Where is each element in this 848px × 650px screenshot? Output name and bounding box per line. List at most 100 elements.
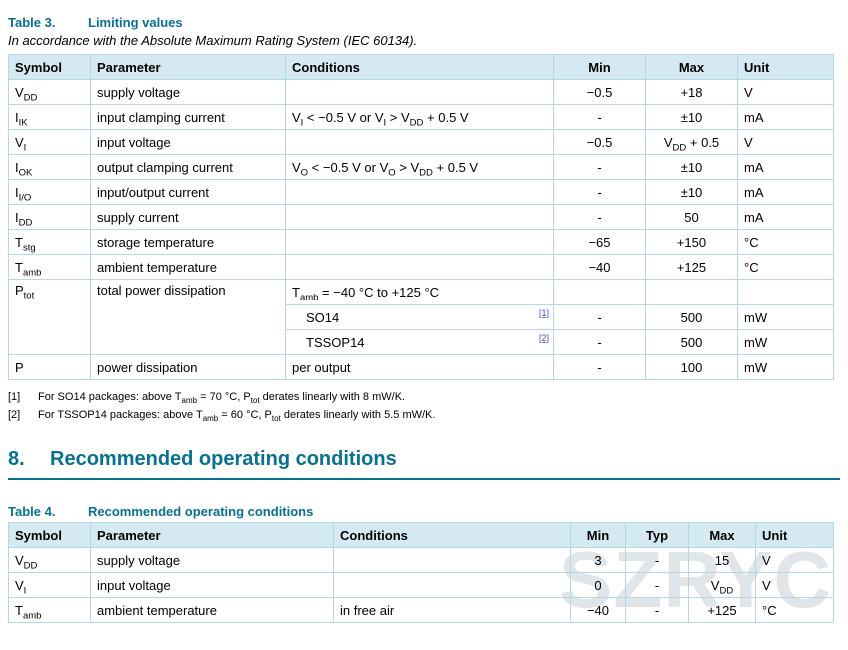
col-header-parameter: Parameter <box>90 54 286 80</box>
max-cell <box>645 279 738 305</box>
min-cell: - <box>553 104 646 130</box>
table3-header-row: Symbol Parameter Conditions Min Max Unit <box>8 54 834 80</box>
table-row: Tamb ambient temperature −40 +125 °C <box>8 254 834 280</box>
conditions-cell: VO < −0.5 V or VO > VDD + 0.5 V <box>285 154 554 180</box>
col-header-symbol: Symbol <box>8 522 91 548</box>
parameter-cell: storage temperature <box>90 229 286 255</box>
conditions-cell: SO14 [1] <box>285 304 554 330</box>
table-row-ptot: Ptot total power dissipation Tamb = −40 … <box>8 279 834 355</box>
max-cell: VDD + 0.5 <box>645 129 738 155</box>
unit-cell: mW <box>737 304 834 330</box>
conditions-cell <box>285 204 554 230</box>
symbol-cell: IIK <box>8 104 91 130</box>
footnote-text: For SO14 packages: above Tamb = 70 °C, P… <box>38 391 406 406</box>
table-row: VI input voltage 0 - VDD V <box>8 572 834 598</box>
unit-cell: V <box>737 79 834 105</box>
unit-cell: mW <box>737 354 834 380</box>
unit-cell: mA <box>737 154 834 180</box>
table4-title: Recommended operating conditions <box>88 504 314 519</box>
footnote-marker: [1] <box>8 391 21 403</box>
table4-caption: Table 4. Recommended operating condition… <box>8 504 841 519</box>
parameter-cell: power dissipation <box>90 354 286 380</box>
min-cell: −0.5 <box>553 129 646 155</box>
condition-text: SO14 <box>306 309 340 325</box>
col-header-unit: Unit <box>755 522 834 548</box>
col-header-conditions: Conditions <box>285 54 554 80</box>
col-header-max: Max <box>688 522 756 548</box>
symbol-cell: VDD <box>8 547 91 573</box>
table4-wrapper: Symbol Parameter Conditions Min Typ Max … <box>8 522 841 623</box>
col-header-max: Max <box>645 54 738 80</box>
table-row: Tamb ambient temperature in free air −40… <box>8 597 834 623</box>
table-row: VI input voltage −0.5 VDD + 0.5 V <box>8 129 834 155</box>
max-cell: ±10 <box>645 104 738 130</box>
conditions-cell <box>285 229 554 255</box>
max-cell: ±10 <box>645 154 738 180</box>
table-row: IOK output clamping current VO < −0.5 V … <box>8 154 834 180</box>
footnote-ref-link[interactable]: [1] <box>538 308 549 318</box>
limiting-values-table: Symbol Parameter Conditions Min Max Unit… <box>8 54 834 380</box>
min-cell: −0.5 <box>553 79 646 105</box>
min-cell: - <box>553 154 646 180</box>
conditions-cell: VI < −0.5 V or VI > VDD + 0.5 V <box>285 104 554 130</box>
table-row: IDD supply current - 50 mA <box>8 204 834 230</box>
min-cell: 0 <box>570 572 626 598</box>
min-cell: 3 <box>570 547 626 573</box>
footnote: [2] For TSSOP14 packages: above Tamb = 6… <box>8 409 841 424</box>
conditions-cell <box>333 572 571 598</box>
max-cell: +125 <box>688 597 756 623</box>
min-cell: −65 <box>553 229 646 255</box>
symbol-cell: P <box>8 354 91 380</box>
conditions-cell: Tamb = −40 °C to +125 °C <box>285 279 554 305</box>
symbol-cell: Tamb <box>8 597 91 623</box>
symbol-cell: II/O <box>8 179 91 205</box>
conditions-cell <box>285 179 554 205</box>
unit-cell: mA <box>737 204 834 230</box>
min-cell: - <box>553 329 646 355</box>
table-row: II/O input/output current - ±10 mA <box>8 179 834 205</box>
max-cell: 15 <box>688 547 756 573</box>
max-cell: ±10 <box>645 179 738 205</box>
footnote: [1] For SO14 packages: above Tamb = 70 °… <box>8 391 841 406</box>
symbol-cell: Ptot <box>8 279 91 355</box>
footnote-ref-link[interactable]: [2] <box>538 333 549 343</box>
table4-label: Table 4. <box>8 504 56 519</box>
conditions-cell: TSSOP14 [2] <box>285 329 554 355</box>
max-cell: VDD <box>688 572 756 598</box>
symbol-cell: IDD <box>8 204 91 230</box>
footnote-text: For TSSOP14 packages: above Tamb = 60 °C… <box>38 409 436 424</box>
max-cell: +125 <box>645 254 738 280</box>
parameter-cell: input clamping current <box>90 104 286 130</box>
section-title: Recommended operating conditions <box>50 448 397 470</box>
unit-cell: °C <box>737 229 834 255</box>
symbol-cell: Tstg <box>8 229 91 255</box>
unit-cell: °C <box>737 254 834 280</box>
table-row: VDD supply voltage 3 - 15 V <box>8 547 834 573</box>
unit-cell: mA <box>737 104 834 130</box>
conditions-cell: per output <box>285 354 554 380</box>
parameter-cell: ambient temperature <box>90 254 286 280</box>
parameter-cell: ambient temperature <box>90 597 334 623</box>
symbol-cell: VI <box>8 572 91 598</box>
table3-footnotes: [1] For SO14 packages: above Tamb = 70 °… <box>8 391 841 424</box>
max-cell: 500 <box>645 304 738 330</box>
conditions-cell <box>333 547 571 573</box>
table-row: VDD supply voltage −0.5 +18 V <box>8 79 834 105</box>
conditions-cell <box>285 79 554 105</box>
typ-cell: - <box>625 597 689 623</box>
max-cell: +150 <box>645 229 738 255</box>
min-cell: - <box>553 204 646 230</box>
min-cell: - <box>553 304 646 330</box>
unit-cell: V <box>755 547 834 573</box>
col-header-symbol: Symbol <box>8 54 91 80</box>
table-row: IIK input clamping current VI < −0.5 V o… <box>8 104 834 130</box>
symbol-cell: IOK <box>8 154 91 180</box>
parameter-cell: supply current <box>90 204 286 230</box>
table4-header-row: Symbol Parameter Conditions Min Typ Max … <box>8 522 834 548</box>
min-cell: - <box>553 179 646 205</box>
parameter-cell: input/output current <box>90 179 286 205</box>
max-cell: 100 <box>645 354 738 380</box>
condition-text: Tamb = −40 °C to +125 °C <box>292 284 440 300</box>
table3-caption: Table 3. Limiting values <box>8 15 841 30</box>
